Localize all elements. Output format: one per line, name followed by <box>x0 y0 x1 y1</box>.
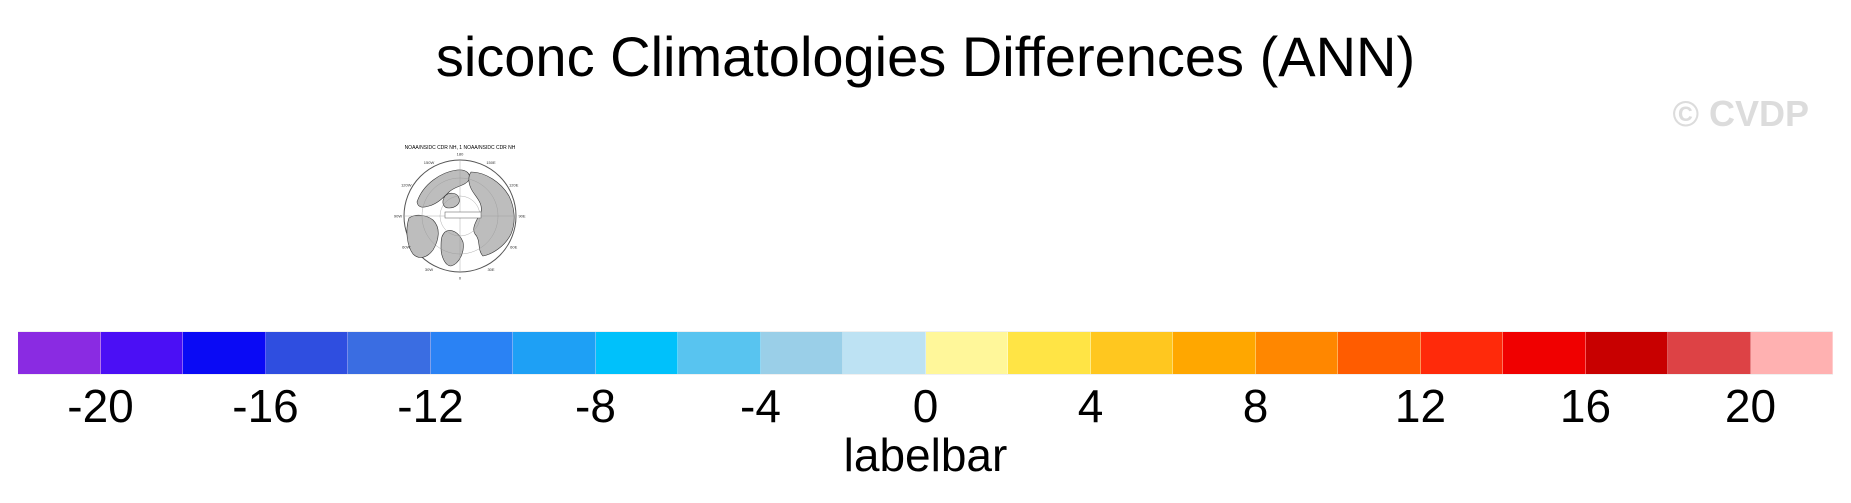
longitude-label: 60E <box>510 245 517 250</box>
color-labelbar <box>18 331 1833 375</box>
land-eurasia <box>468 171 515 257</box>
labelbar-box <box>1173 332 1256 374</box>
labelbar-box <box>1503 332 1586 374</box>
longitude-label: 120W <box>401 183 412 188</box>
plot-title: siconc Climatologies Differences (ANN) <box>435 25 1416 88</box>
labelbar-tick-label: -4 <box>740 380 781 432</box>
longitude-label: 150E <box>486 160 496 165</box>
longitude-label: 150W <box>424 160 435 165</box>
polar-map-panel: NOAA/NSIDC CDR NH, 1 NOAA/NSIDC CDR NH 0… <box>385 142 535 282</box>
panel-subtitle: NOAA/NSIDC CDR NH, 1 NOAA/NSIDC CDR NH <box>405 145 516 151</box>
land-masses <box>406 169 515 267</box>
labelbar-tick-label: 0 <box>912 380 939 432</box>
land-europe-africa <box>406 214 439 258</box>
labelbar-box <box>760 332 843 374</box>
longitude-label: 30E <box>487 267 494 272</box>
labelbar-tick-label: 20 <box>1724 380 1777 432</box>
labelbar-box <box>1255 332 1338 374</box>
polar-stereographic-map: NOAA/NSIDC CDR NH, 1 NOAA/NSIDC CDR NH 0… <box>394 145 526 281</box>
labelbar-box <box>1008 332 1091 374</box>
labelbar-box <box>1090 332 1173 374</box>
longitude-label: 180 <box>457 152 464 157</box>
labelbar-box <box>265 332 348 374</box>
labelbar-title: labelbar <box>843 429 1008 481</box>
labelbar-tick-label: -8 <box>575 380 616 432</box>
labelbar-box <box>1420 332 1503 374</box>
labelbar-box <box>100 332 183 374</box>
labelbar-tick-label: 8 <box>1242 380 1269 432</box>
labelbar-tick-label: 12 <box>1394 380 1447 432</box>
labelbar-tick-label: -20 <box>67 380 134 432</box>
longitude-label: 90W <box>394 214 402 219</box>
land-greenland <box>442 192 460 209</box>
labelbar-box <box>513 332 596 374</box>
labelbar-tick-label: 16 <box>1559 380 1612 432</box>
longitude-label: 60W <box>402 245 410 250</box>
labelbar-box <box>1750 332 1833 374</box>
labelbar-tick-labels: -20 -16 -12 -8 -4 0 4 8 12 16 20 <box>18 378 1833 434</box>
labelbar-box <box>925 332 1008 374</box>
land-north-america <box>416 169 470 208</box>
labelbar-box <box>678 332 761 374</box>
labelbar-box <box>18 332 101 374</box>
labelbar-box <box>430 332 513 374</box>
longitude-label: 90E <box>518 214 525 219</box>
longitude-labels: 0 30E 60E 90E 120E 150E 180 150W 120W 90W 60W 30W <box>394 152 526 281</box>
labelbar-box <box>843 332 926 374</box>
labelbar-box <box>1338 332 1421 374</box>
longitude-label: 30W <box>425 267 433 272</box>
longitude-label: 120E <box>509 183 519 188</box>
labelbar-box <box>348 332 431 374</box>
labelbar-box <box>183 332 266 374</box>
cvdp-watermark: © CVDP <box>1672 93 1809 134</box>
labelbar-tick-label: -16 <box>232 380 299 432</box>
land-asia-south <box>440 230 464 267</box>
labelbar-tick-label: 4 <box>1077 380 1104 432</box>
labelbar-tick-label: -12 <box>397 380 464 432</box>
longitude-label: 0 <box>459 276 462 281</box>
labelbar-box <box>595 332 678 374</box>
labelbar-box <box>1668 332 1751 374</box>
sea-ice-field <box>444 211 482 219</box>
labelbar-box <box>1585 332 1668 374</box>
